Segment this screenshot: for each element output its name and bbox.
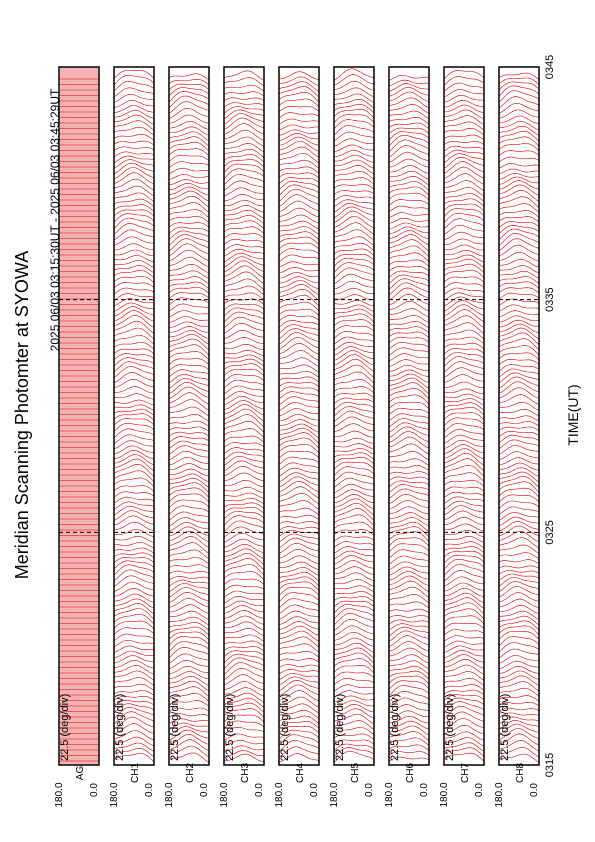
time-tick-label: 0335 bbox=[544, 287, 556, 311]
panel-top-label: 180.0 bbox=[329, 782, 340, 807]
panel-bottom-label: 0.0 bbox=[144, 783, 155, 797]
panel-frame bbox=[223, 66, 265, 766]
panel-frame bbox=[443, 66, 485, 766]
panel-top-label: 180.0 bbox=[274, 782, 285, 807]
channel-label: CH5 bbox=[350, 763, 361, 783]
scale-label: 22.5 (deg/div) bbox=[59, 694, 71, 761]
panel-frame bbox=[113, 66, 155, 766]
panel-bottom-label: 0.0 bbox=[474, 783, 485, 797]
scan-trace bbox=[333, 68, 375, 763]
panel-bottom-label: 0.0 bbox=[309, 783, 320, 797]
panel-top-label: 180.0 bbox=[164, 782, 175, 807]
panel-top-label: 180.0 bbox=[54, 782, 65, 807]
subtitle: 2025 06/03 03:15:30UT - 2025 06/03 03:45… bbox=[48, 88, 62, 351]
panel-bottom-label: 0.0 bbox=[254, 783, 265, 797]
panel-frame bbox=[58, 66, 100, 766]
channel-label: CH8 bbox=[515, 763, 526, 783]
scale-label: 22.5 (deg/div) bbox=[334, 694, 346, 761]
title: Meridian Scanning Photomter at SYOWA bbox=[12, 251, 32, 579]
panel-frame bbox=[498, 66, 540, 766]
scan-trace bbox=[113, 70, 155, 763]
scale-label: 22.5 (deg/div) bbox=[389, 694, 401, 761]
time-tick-label: 0315 bbox=[544, 753, 556, 777]
scale-label: 22.5 (deg/div) bbox=[169, 694, 181, 761]
panel-frame bbox=[278, 66, 320, 766]
time-tick-label: 0325 bbox=[544, 520, 556, 544]
panel-bottom-label: 0.0 bbox=[529, 783, 540, 797]
panel-bottom-label: 0.0 bbox=[364, 783, 375, 797]
panel: 180.0 AG0.0 22.5 (deg/div) bbox=[54, 66, 100, 808]
scale-label: 22.5 (deg/div) bbox=[279, 694, 291, 761]
scale-label: 22.5 (deg/div) bbox=[444, 694, 456, 761]
time-tick-label: 0345 bbox=[544, 55, 556, 79]
panel-top-label: 180.0 bbox=[494, 782, 505, 807]
panel-bottom-label: 0.0 bbox=[89, 783, 100, 797]
scan-trace bbox=[168, 73, 210, 763]
channel-label: CH6 bbox=[405, 763, 416, 783]
scan-trace bbox=[278, 71, 320, 763]
channel-label: AG bbox=[75, 766, 86, 781]
scan-trace bbox=[498, 72, 540, 763]
channel-label: CH7 bbox=[460, 763, 471, 783]
scale-label: 22.5 (deg/div) bbox=[224, 694, 236, 761]
panel-top-label: 180.0 bbox=[384, 782, 395, 807]
x-label: TIME(UT) bbox=[565, 384, 581, 445]
scan-trace bbox=[443, 70, 485, 762]
panel-top-label: 180.0 bbox=[109, 782, 120, 807]
panel-bottom-label: 0.0 bbox=[199, 783, 210, 797]
scale-label: 22.5 (deg/div) bbox=[499, 694, 511, 761]
scan-trace bbox=[388, 74, 430, 762]
panel-frame bbox=[388, 66, 430, 766]
channel-label: CH3 bbox=[240, 763, 251, 783]
panel-frame bbox=[333, 66, 375, 766]
scale-label: 22.5 (deg/div) bbox=[114, 694, 126, 761]
panel-bottom-label: 0.0 bbox=[419, 783, 430, 797]
panel-frame bbox=[168, 66, 210, 766]
channel-label: CH1 bbox=[130, 763, 141, 783]
channel-label: CH4 bbox=[295, 763, 306, 783]
scan-trace bbox=[223, 70, 265, 763]
panel-top-label: 180.0 bbox=[219, 782, 230, 807]
channel-label: CH2 bbox=[185, 763, 196, 783]
panel-top-label: 180.0 bbox=[439, 782, 450, 807]
